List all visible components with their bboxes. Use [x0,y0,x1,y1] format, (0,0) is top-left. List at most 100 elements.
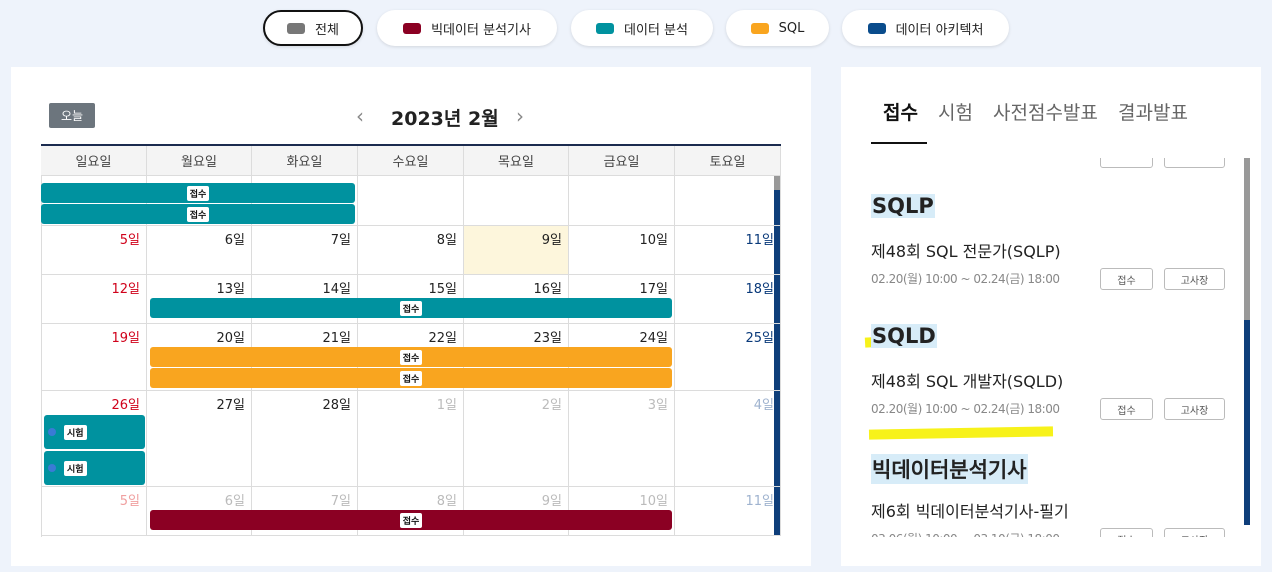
header-rule [41,144,781,146]
day-cell: 10일 [569,226,675,275]
weekday-header: 금요일 [569,146,675,176]
filter-label: SQL [778,20,805,36]
day-cell: 5일 [41,487,147,536]
tab[interactable]: 사전점수발표 [993,102,1098,124]
day-cell [464,176,569,226]
day-cell [252,176,358,226]
today-button[interactable]: 오늘 [49,103,95,128]
exam-event[interactable]: 시험 [44,451,145,485]
day-cell: 28일 [252,391,358,487]
apply-button[interactable]: 접수 [1100,268,1153,290]
scrollbar-track [774,176,780,190]
venue-button[interactable]: 고사장 [1164,398,1225,420]
exam-period: 03.06(월) 10:00 ~ 03.10(금) 18:00 [871,530,1060,537]
filter-pill[interactable]: 데이터 분석 [571,10,713,46]
event-dot [48,464,56,472]
day-cell: 10일 [569,487,675,536]
day-cell [569,176,675,226]
filter-label: 전체 [315,22,339,38]
event-label: 접수 [186,185,210,201]
event-bar[interactable]: 접수 [150,368,672,388]
event-label: 접수 [186,206,210,222]
exam-name: 제48회 SQL 개발자(SQLD) [871,372,1064,391]
scrollbar-thumb[interactable] [774,190,780,536]
exam-name: 제6회 빅데이터분석기사-필기 [871,502,1069,521]
day-cell: 8일 [358,226,464,275]
day-cell: 5일 [41,226,147,275]
button [1164,158,1225,168]
day-cell: 2일 [464,391,569,487]
prev-month[interactable]: ‹ [356,104,364,128]
day-cell: 6일 [147,226,252,275]
day-cell: 4일 [675,391,781,487]
exam-event[interactable]: 시험 [44,415,145,449]
weekday-header: 토요일 [675,146,781,176]
filter-label: 데이터 아키텍처 [895,22,984,38]
event-label: 접수 [399,512,423,528]
filter-pill[interactable]: 데이터 아키텍처 [842,10,1009,46]
grid-edge [41,146,42,537]
next-month[interactable]: › [516,104,524,128]
event-bar[interactable]: 접수 [150,510,672,530]
weekday-header: 일요일 [41,146,147,176]
venue-button[interactable]: 고사장 [1164,528,1225,537]
swatch [403,22,422,34]
event-label: 접수 [399,349,423,365]
marker-highlight [868,426,1054,440]
day-cell: 11일 [675,226,781,275]
filter-pill[interactable]: 빅데이터 분석기사 [377,10,557,46]
event-label: 접수 [399,300,423,316]
month-title: 2023년 2월 [391,108,499,130]
weekday-header: 화요일 [252,146,358,176]
event-bar[interactable]: 접수 [41,183,355,203]
day-cell [358,176,464,226]
day-cell: 18일 [675,275,781,324]
weekday-header: 수요일 [358,146,464,176]
event-dot [48,428,56,436]
tab[interactable]: 접수 [883,102,918,124]
event-label: 시험 [64,461,87,476]
day-cell: 24일 [569,324,675,391]
swatch [287,22,306,34]
day-cell: 7일 [252,226,358,275]
apply-button[interactable]: 접수 [1100,528,1153,537]
exam-heading: SQLD [871,324,937,348]
day-cell: 27일 [147,391,252,487]
weekday-header: 목요일 [464,146,569,176]
day-cell [675,176,781,226]
exam-heading: 빅데이터분석기사 [871,454,1028,484]
swatch [867,22,886,34]
day-cell: 9일 [464,226,569,275]
tab-underline [871,142,927,144]
apply-button[interactable]: 접수 [1100,398,1153,420]
filter-label: 데이터 분석 [624,22,688,38]
exam-period: 02.20(월) 10:00 ~ 02.24(금) 18:00 [871,272,1060,286]
day-cell: 25일 [675,324,781,391]
event-bar[interactable]: 접수 [150,347,672,367]
venue-button[interactable]: 고사장 [1164,268,1225,290]
event-bar[interactable]: 접수 [41,204,355,224]
day-cell: 1일 [358,391,464,487]
exam-name: 제48회 SQL 전문가(SQLP) [871,242,1061,261]
scrollbar-track [1244,158,1250,320]
filter-label: 빅데이터 분석기사 [431,22,531,38]
event-bar[interactable]: 접수 [150,298,672,318]
day-cell: 3일 [569,391,675,487]
tab[interactable]: 결과발표 [1118,102,1188,124]
scrollbar-thumb[interactable] [1244,320,1250,525]
day-cell: 11일 [675,487,781,536]
day-cell: 17일 [569,275,675,324]
event-label: 시험 [64,425,87,440]
day-cell: 19일 [41,324,147,391]
exam-heading: SQLP [871,194,935,218]
event-label: 접수 [399,370,423,386]
tab[interactable]: 시험 [938,102,973,124]
swatch [596,22,615,34]
weekday-header: 월요일 [147,146,252,176]
swatch [750,22,769,34]
exam-period: 02.20(월) 10:00 ~ 02.24(금) 18:00 [871,402,1060,416]
filter-pill[interactable]: 전체 [263,10,363,46]
filter-pill[interactable]: SQL [726,10,829,46]
button [1100,158,1153,168]
